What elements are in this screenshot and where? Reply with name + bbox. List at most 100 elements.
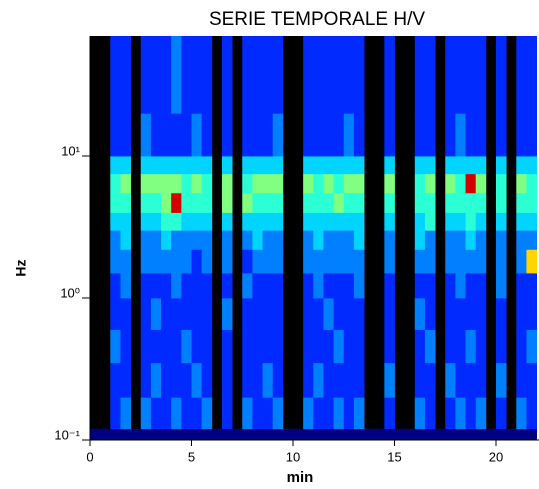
heat-cell	[211, 428, 223, 441]
heat-cell	[496, 362, 507, 398]
heat-cell	[384, 329, 395, 364]
heat-cell	[181, 156, 192, 175]
heat-cell	[252, 173, 263, 194]
heat-cell	[201, 329, 213, 364]
heat-cell	[516, 230, 527, 250]
x-axis-label: min	[287, 469, 314, 486]
heat-cell	[445, 298, 456, 330]
heat-cell	[516, 272, 527, 299]
heat-cell	[201, 298, 213, 330]
heat-cell	[262, 230, 274, 250]
heat-cell	[496, 173, 507, 194]
heat-cell	[140, 329, 152, 364]
heat-cell	[465, 156, 477, 175]
heat-cell	[150, 212, 162, 231]
heat-cell	[496, 36, 507, 114]
heat-cell	[161, 36, 172, 114]
heat-cell	[333, 230, 345, 250]
heat-cell	[90, 428, 101, 441]
heat-cell	[465, 362, 477, 398]
heat-cell	[414, 192, 426, 213]
heat-cell	[262, 173, 274, 194]
heat-cell	[445, 230, 456, 250]
heat-cell	[150, 329, 162, 364]
heat-cell	[150, 428, 162, 441]
heat-cell	[496, 156, 507, 175]
heat-cell	[252, 298, 263, 330]
heat-cell	[384, 272, 395, 299]
heat-cell	[343, 173, 355, 194]
heat-cell	[221, 298, 233, 330]
heat-cell	[120, 192, 131, 213]
heat-cell	[343, 362, 355, 398]
heat-cell	[516, 173, 527, 194]
heat-cell	[475, 113, 487, 157]
heat-cell	[262, 298, 274, 330]
heat-cell	[323, 298, 334, 330]
heat-cell	[140, 298, 152, 330]
heat-cell	[333, 397, 345, 430]
heat-cell	[150, 113, 162, 157]
heat-cell	[343, 230, 355, 250]
heat-cell	[120, 36, 131, 114]
heat-cell	[303, 212, 314, 231]
heat-cell	[384, 362, 395, 398]
heat-cell	[252, 36, 263, 114]
heat-cell	[110, 298, 121, 330]
heat-cell	[384, 156, 395, 175]
heat-cell	[323, 397, 334, 430]
heat-cell	[221, 212, 233, 231]
heat-cell	[282, 428, 294, 441]
heat-cell	[445, 397, 456, 430]
heat-cell	[262, 272, 274, 299]
heat-cell	[496, 397, 507, 430]
heat-cell	[526, 156, 537, 175]
heat-cell	[181, 230, 192, 250]
heat-cell	[384, 428, 395, 441]
heat-cell	[221, 113, 233, 157]
heat-cell	[353, 113, 365, 157]
heat-cell	[252, 397, 263, 430]
heat-cell	[120, 212, 131, 231]
heat-cell	[455, 428, 466, 441]
heat-cell	[496, 428, 507, 441]
heat-cell	[475, 173, 487, 194]
heat-cell	[465, 272, 477, 299]
heat-cell	[262, 329, 274, 364]
heat-cell	[445, 428, 456, 441]
heat-cell	[333, 192, 345, 213]
heat-cell	[465, 113, 477, 157]
heat-cell	[526, 36, 537, 114]
heat-cell	[161, 329, 172, 364]
heat-cell	[201, 173, 213, 194]
heat-cell	[475, 329, 487, 364]
heat-cell	[496, 329, 507, 364]
heat-cell	[120, 428, 131, 441]
heat-cell	[526, 113, 537, 157]
heat-cell	[506, 428, 517, 441]
heat-cell	[303, 173, 314, 194]
heat-cell	[424, 428, 436, 441]
heat-cell	[171, 249, 182, 274]
heat-cell	[313, 249, 324, 274]
heat-cell	[303, 156, 314, 175]
heat-cell	[313, 173, 324, 194]
heat-cell	[313, 428, 324, 441]
heat-cell	[171, 397, 182, 430]
y-tick-label: 10⁻¹	[54, 427, 80, 442]
heat-cell	[242, 212, 253, 231]
heat-cell	[221, 230, 233, 250]
heat-cell	[252, 212, 263, 231]
heat-cell	[181, 272, 192, 299]
heat-cell	[313, 192, 324, 213]
heat-cell	[475, 272, 487, 299]
heat-cell	[303, 230, 314, 250]
heat-cell	[455, 329, 466, 364]
heat-cell	[313, 212, 324, 231]
heat-cell	[161, 113, 172, 157]
heat-cell	[171, 230, 182, 250]
heat-cell	[343, 192, 355, 213]
heat-cell	[384, 36, 395, 114]
heat-cell	[110, 272, 121, 299]
